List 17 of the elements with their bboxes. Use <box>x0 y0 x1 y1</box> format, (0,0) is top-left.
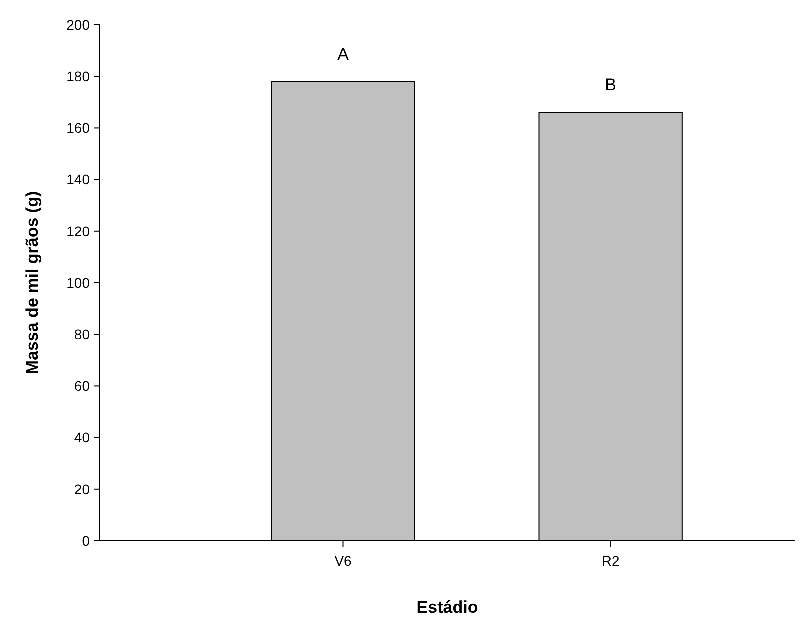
y-tick-label: 120 <box>66 223 90 240</box>
x-tick-label: V6 <box>334 553 352 569</box>
y-axis-title: Massa de mil grãos (g) <box>23 191 42 375</box>
x-axis-title: Estádio <box>416 598 478 617</box>
y-tick-label: 160 <box>66 120 90 136</box>
y-tick-label: 180 <box>66 68 90 84</box>
y-tick-label: 60 <box>74 378 90 394</box>
y-tick-label: 100 <box>66 274 90 291</box>
y-tick-label: 0 <box>82 532 90 549</box>
x-tick-label: R2 <box>602 553 620 569</box>
y-tick-label: 80 <box>74 326 90 342</box>
y-tick-label: 20 <box>74 481 90 498</box>
y-tick-label: 200 <box>66 16 90 33</box>
y-tick-label: 40 <box>74 430 90 446</box>
annotation: B <box>605 76 616 95</box>
annotation: A <box>338 44 350 64</box>
y-tick-label: 140 <box>66 172 90 188</box>
